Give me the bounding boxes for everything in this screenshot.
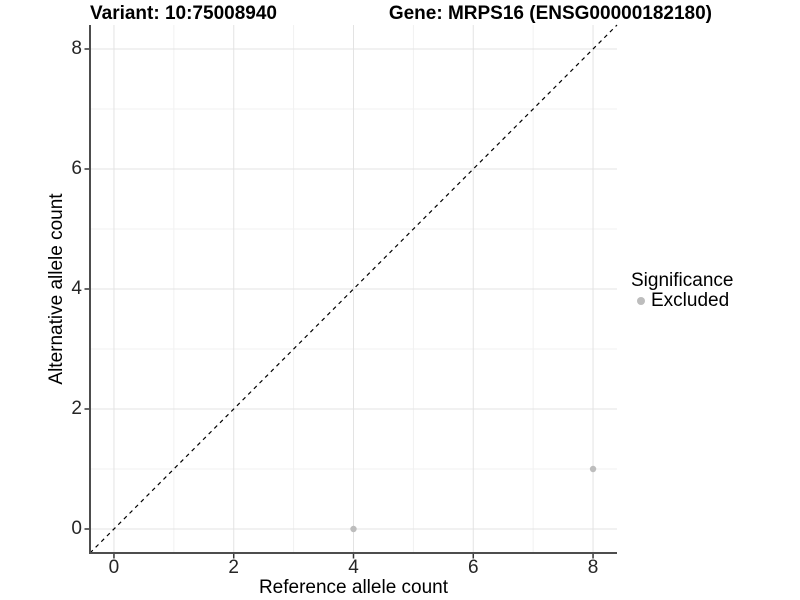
y-tick-label: 6 (71, 158, 82, 179)
excluded-point-icon (637, 297, 645, 305)
legend-title: Significance (631, 270, 734, 291)
x-tick-label: 6 (467, 557, 479, 578)
x-tick-label: 4 (348, 557, 359, 578)
y-tick-label: 8 (71, 38, 82, 59)
data-point (350, 525, 357, 533)
x-tick-label: 0 (108, 557, 120, 578)
x-axis-label: Reference allele count (258, 577, 449, 598)
y-tick-label: 4 (71, 278, 82, 299)
data-point (589, 465, 597, 473)
legend-item-excluded: Excluded (631, 291, 733, 311)
y-tick-label: 0 (71, 518, 82, 539)
legend-key (631, 291, 651, 311)
legend: Significance Excluded (631, 271, 733, 311)
x-tick-label: 2 (228, 557, 240, 578)
x-tick-label: 8 (587, 557, 599, 578)
y-tick-label: 2 (71, 398, 82, 419)
variant-title: Variant: 10:75008940 (90, 3, 277, 24)
legend-item-label: Excluded (651, 290, 730, 311)
gene-title: Gene: MRPS16 (ENSG00000182180) (388, 3, 712, 24)
